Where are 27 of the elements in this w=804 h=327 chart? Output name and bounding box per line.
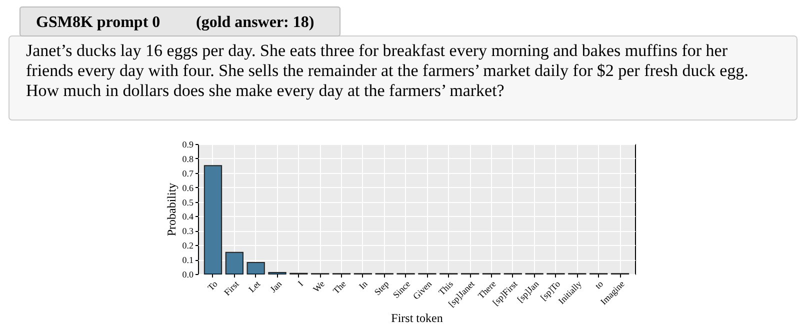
x-axis-title: First token — [391, 310, 443, 325]
chart-subtitle: (gold answer: 18) — [196, 14, 314, 31]
y-tick-label: 0.9 — [182, 140, 194, 150]
bar — [246, 262, 265, 274]
y-tick-label: 0.5 — [182, 197, 194, 208]
bar — [225, 252, 244, 274]
x-tick-label: Jan — [268, 278, 284, 294]
x-tick-label: Step — [372, 278, 392, 298]
text: Janet’s ducks lay 16 eggs per day. She eats three for breakfast every morning and bakes muffins for her friends every day with four. She sells the remainder at the farmers’ market daily for $2 per fresh duck egg. How much in dollars does she make every day at the farmers’ market? — [26, 41, 748, 100]
x-tick-label: First — [222, 278, 242, 298]
y-tick-label: 0.8 — [182, 154, 194, 164]
y-tick-label: 0.2 — [182, 240, 194, 251]
y-tick-label: 0.7 — [182, 168, 194, 178]
chart-title: GSM8K prompt 0 — [36, 14, 160, 31]
x-tick-label: In — [356, 278, 370, 292]
y-tick-label: 0.6 — [182, 182, 194, 193]
y-tick-label: 0.1 — [182, 255, 194, 266]
y-axis-title: Probability — [164, 182, 178, 236]
x-tick-label: To — [206, 278, 220, 292]
y-tick-label: 0.4 — [182, 212, 194, 222]
bar — [204, 165, 222, 274]
x-tick-label: The — [330, 278, 348, 296]
x-tick-label: We — [311, 278, 326, 294]
y-tick-label: 0.0 — [182, 270, 194, 280]
x-tick-label: Let — [246, 278, 263, 294]
x-tick-label: I — [296, 278, 306, 288]
y-tick-label: 0.3 — [182, 226, 194, 236]
